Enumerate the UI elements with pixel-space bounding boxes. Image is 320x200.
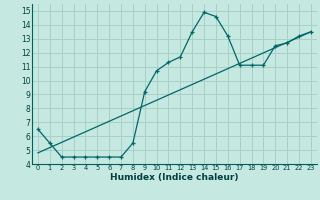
X-axis label: Humidex (Indice chaleur): Humidex (Indice chaleur) [110, 173, 239, 182]
